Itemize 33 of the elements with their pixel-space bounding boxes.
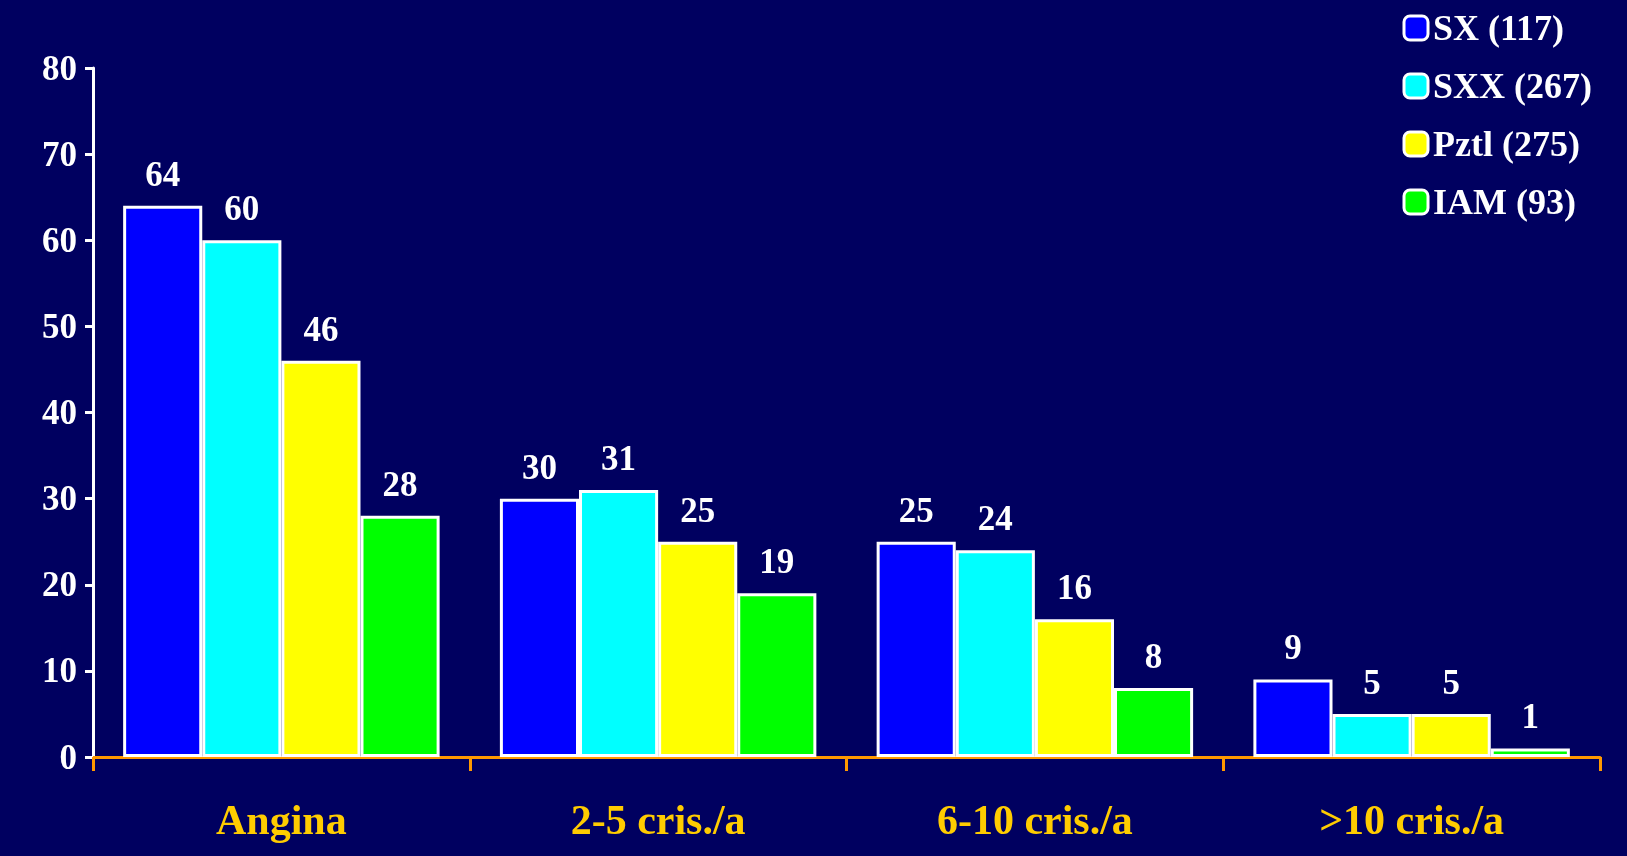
x-tick-label: Angina — [216, 797, 347, 843]
data-label: 19 — [759, 542, 795, 582]
y-tick-label: 80 — [42, 48, 77, 88]
legend-label: SXX (267) — [1433, 66, 1593, 106]
legend-label: IAM (93) — [1433, 182, 1576, 222]
y-tick-label: 10 — [42, 651, 77, 691]
data-label: 28 — [382, 464, 418, 504]
y-tick-label: 0 — [59, 737, 77, 777]
data-label: 9 — [1284, 628, 1302, 668]
data-label: 60 — [224, 189, 260, 229]
data-label: 16 — [1056, 568, 1092, 608]
data-label: 5 — [1363, 662, 1381, 702]
data-label: 30 — [521, 447, 557, 487]
data-label: 64 — [145, 154, 181, 194]
y-tick-label: 40 — [42, 393, 77, 432]
x-tick-label: 6-10 cris./a — [936, 797, 1133, 843]
y-tick-label: 50 — [42, 306, 77, 346]
data-label: 25 — [898, 490, 934, 530]
data-label: 5 — [1442, 662, 1460, 702]
data-label: 31 — [601, 439, 637, 479]
y-tick-label: 70 — [42, 134, 77, 174]
x-tick-label: >10 cris./a — [1319, 797, 1505, 843]
legend-label: SX (117) — [1433, 8, 1565, 48]
y-tick-label: 60 — [42, 220, 77, 260]
y-tick-label: 30 — [42, 479, 77, 519]
data-label: 24 — [977, 499, 1013, 539]
x-tick-label: 2-5 cris./a — [570, 797, 746, 843]
legend-label: Pztl (275) — [1433, 124, 1580, 164]
data-label: 8 — [1144, 637, 1163, 677]
data-label: 1 — [1521, 697, 1540, 737]
data-label: 25 — [680, 490, 716, 530]
y-tick-label: 20 — [42, 565, 77, 605]
data-label: 46 — [303, 309, 339, 349]
